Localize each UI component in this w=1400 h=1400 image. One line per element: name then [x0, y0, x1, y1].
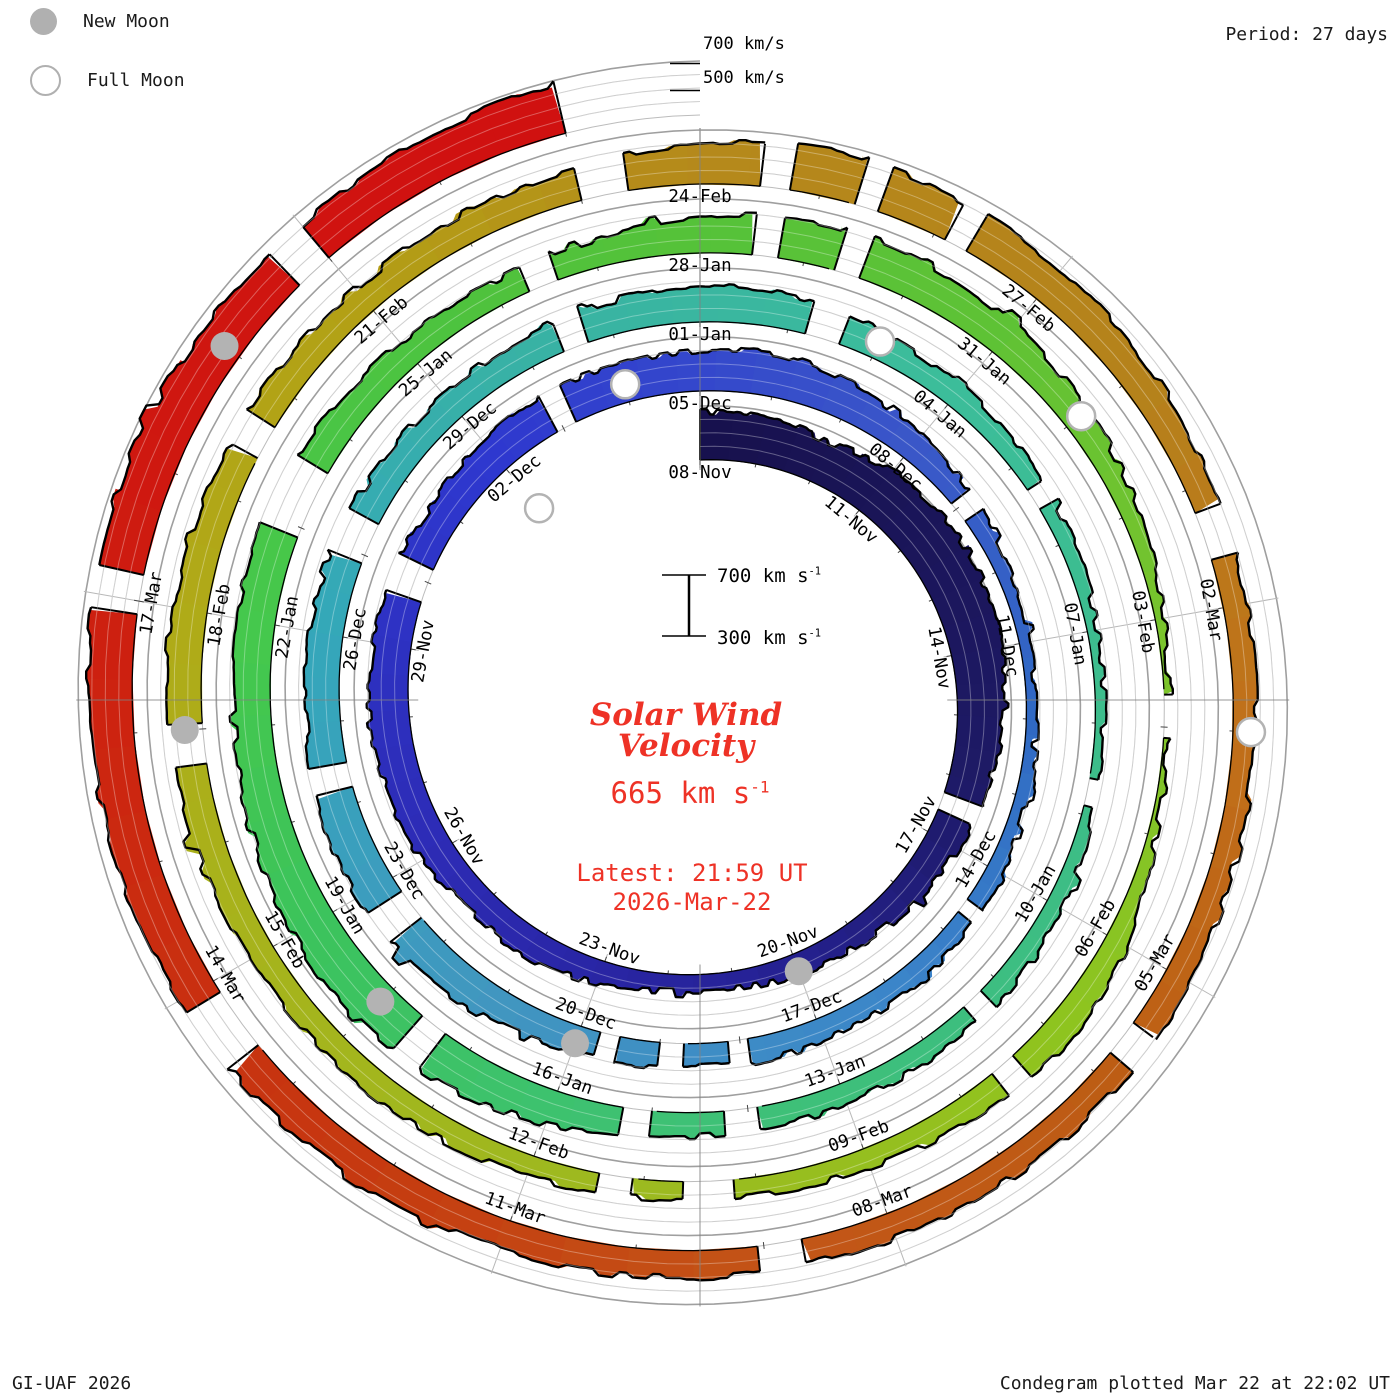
- grid-overlay: [76, 74, 1290, 1307]
- full-moon-marker-04-Dec: [609, 369, 641, 400]
- chart-title-line2: Velocity: [617, 728, 755, 764]
- new-moon-icon: [30, 8, 57, 35]
- full-moon-marker-01-Feb: [1065, 400, 1097, 432]
- plotted-timestamp: Condegram plotted Mar 22 at 22:02 UT: [999, 1373, 1390, 1394]
- current-velocity-value: 665 km s-1: [610, 776, 770, 810]
- chart-title: Solar Wind Velocity: [590, 700, 782, 762]
- latest-timestamp: Latest: 21:59 UT 2026-Mar-22: [576, 859, 807, 917]
- scale-top-sup: -1: [808, 565, 822, 578]
- latest-line2: 2026-Mar-22: [612, 888, 772, 916]
- period-label: Period: 27 days: [1225, 24, 1388, 45]
- chart-title-line1: Solar Wind: [589, 697, 783, 733]
- full-moon-marker-05-Nov: [523, 492, 555, 524]
- new-moon-marker-18-Jan: [366, 987, 395, 1016]
- new-moon-marker-17-Feb: [170, 716, 199, 745]
- end-reference-ticks: [670, 62, 700, 92]
- end-label-500: 500 km/s: [703, 68, 785, 88]
- latest-line1: Latest: 21:59 UT: [576, 859, 808, 888]
- date-label-24-Feb: 24-Feb: [668, 187, 731, 207]
- scale-bottom-label: 300 km s-1: [717, 627, 822, 649]
- date-label-28-Jan: 28-Jan: [668, 256, 731, 276]
- date-label-05-Dec: 05-Dec: [668, 394, 731, 414]
- current-velocity-sup: -1: [750, 777, 770, 797]
- full-moon-marker-03-Mar: [1235, 716, 1267, 748]
- end-label-700: 700 km/s: [703, 34, 785, 54]
- date-label-08-Nov: 08-Nov: [668, 463, 731, 483]
- full-moon-icon: [30, 65, 61, 96]
- full-moon-marker-03-Jan: [864, 326, 896, 357]
- velocity-scale-bar: [662, 574, 706, 637]
- velocity-bands: [85, 80, 1259, 1282]
- date-label-17-Mar: 17-Mar: [136, 570, 167, 636]
- legend-new-moon: New Moon: [30, 8, 170, 35]
- legend-full-moon: Full Moon: [30, 65, 185, 96]
- new-moon-marker-19-Mar: [210, 332, 239, 361]
- new-moon-marker-20-Dec: [561, 1029, 590, 1058]
- moon-markers: [170, 326, 1267, 1058]
- new-moon-label: New Moon: [83, 11, 170, 32]
- full-moon-label: Full Moon: [87, 70, 185, 91]
- date-label-01-Jan: 01-Jan: [668, 325, 731, 345]
- new-moon-marker-20-Nov: [784, 957, 813, 986]
- credit-label: GI-UAF 2026: [12, 1373, 132, 1394]
- scale-bottom-sup: -1: [808, 627, 822, 640]
- scale-top-label: 700 km s-1: [717, 565, 822, 587]
